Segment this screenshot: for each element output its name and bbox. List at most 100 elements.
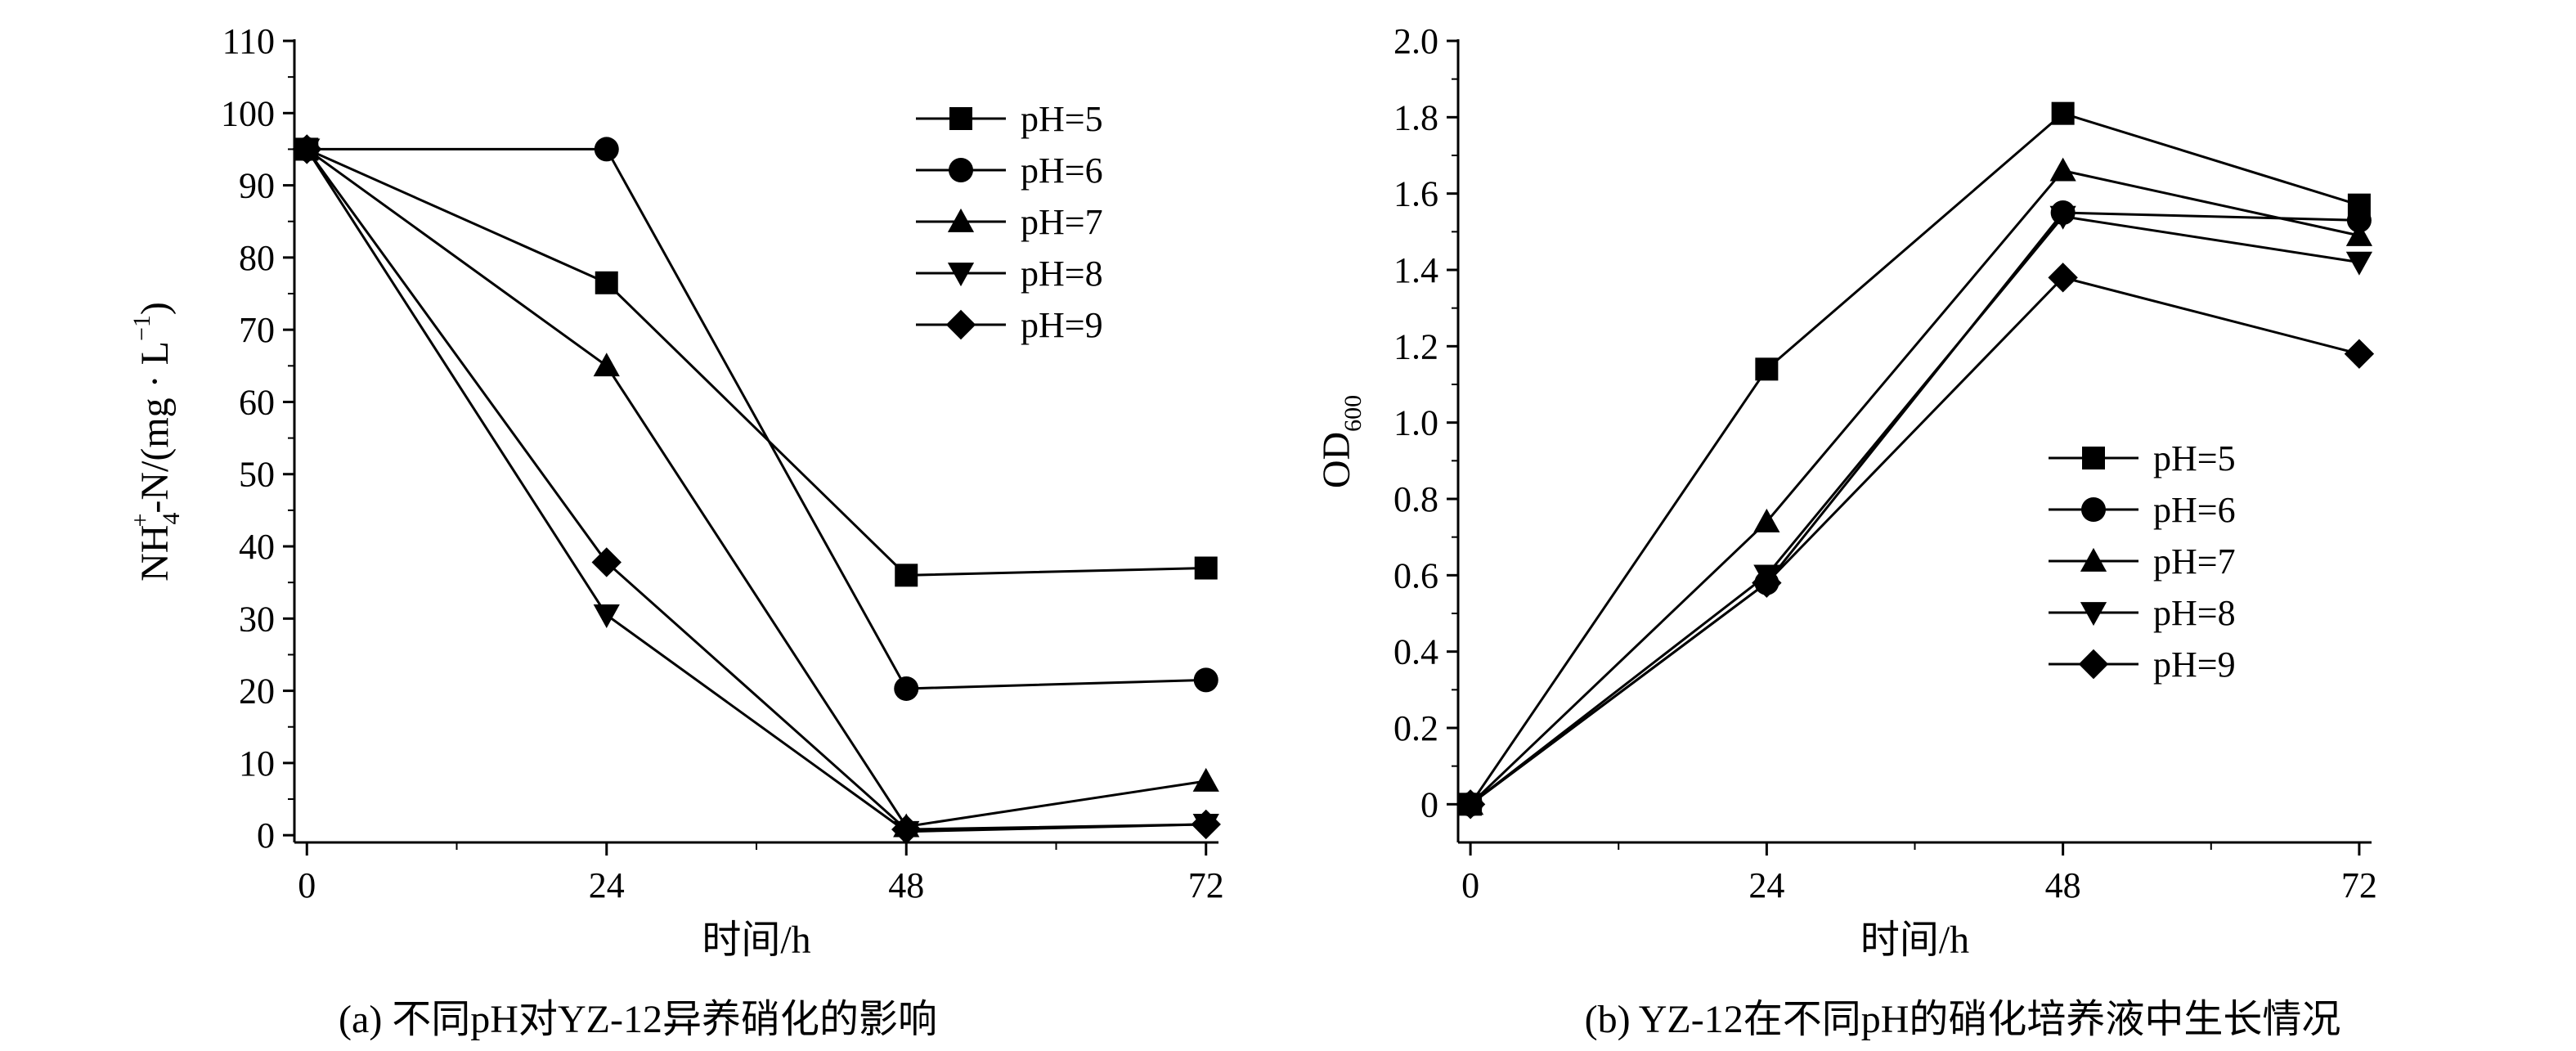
legend-marker xyxy=(945,309,976,340)
legend-item: pH=8 xyxy=(916,254,1103,294)
x-axis-title: 时间/h xyxy=(702,919,810,962)
data-point xyxy=(2345,251,2373,276)
y-axis-title-part: 4 xyxy=(158,513,185,525)
series-line xyxy=(306,148,1206,833)
legend-label: pH=9 xyxy=(1021,305,1103,345)
y-axis-title: OD600 xyxy=(1315,395,1367,488)
x-tick-label: 72 xyxy=(1188,865,1224,905)
data-point xyxy=(895,564,918,587)
data-point xyxy=(593,604,620,628)
series-line xyxy=(306,148,1206,577)
legend-label: pH=7 xyxy=(2153,541,2236,582)
legend: pH=5 pH=6 pH=7 pH=8 pH=9 xyxy=(2049,438,2236,685)
data-point xyxy=(595,271,618,294)
y-tick-label: 30 xyxy=(239,599,275,639)
y-tick-label: 1.6 xyxy=(1393,174,1438,214)
y-tick-label: 90 xyxy=(239,166,275,206)
y-tick-label: 50 xyxy=(239,455,275,495)
y-tick-label: 1.2 xyxy=(1393,326,1438,366)
legend-marker xyxy=(2078,649,2109,680)
legend-item: pH=8 xyxy=(2049,593,2236,633)
series-line xyxy=(1470,215,2360,806)
legend-marker xyxy=(949,107,972,130)
y-tick-label: 2.0 xyxy=(1393,21,1438,61)
y-tick-label: 0 xyxy=(1420,784,1438,824)
data-point xyxy=(1753,508,1780,532)
y-tick-label: 0.4 xyxy=(1393,632,1438,672)
figure-caption: (a) 不同pH对YZ-12异养硝化的影响 xyxy=(339,998,937,1041)
x-tick-label: 24 xyxy=(589,865,625,905)
data-point xyxy=(292,134,322,164)
data-point xyxy=(891,814,922,845)
series-line xyxy=(1469,111,2360,806)
figure-caption: (b) YZ-12在不同pH的硝化培养液中生长情况 xyxy=(1585,998,2341,1041)
x-axis-title: 时间/h xyxy=(1860,919,1969,962)
legend-item: pH=7 xyxy=(916,202,1103,242)
y-tick-label: 60 xyxy=(239,382,275,422)
y-axis-title: NH4 +-N/(mg · L−1) xyxy=(127,302,185,582)
x-tick-label: 0 xyxy=(298,865,316,905)
data-point xyxy=(1192,767,1219,792)
data-point xyxy=(591,547,622,577)
data-point xyxy=(2345,222,2373,246)
legend-label: pH=8 xyxy=(2153,593,2236,633)
legend-label: pH=9 xyxy=(2153,645,2236,685)
data-point xyxy=(1191,809,1221,840)
chart-panel-b: 0 0.2 0.4 0.6 0.8 1.0 1.2 1.4 1.6 1.8 2.0 0 24 48 72 时间… xyxy=(1315,21,2377,1041)
data-point xyxy=(2344,339,2375,369)
y-tick-label: 0 xyxy=(257,815,275,856)
legend-label: pH=8 xyxy=(1021,254,1103,294)
y-axis-title-part: -N/(mg · L xyxy=(133,341,177,514)
data-point xyxy=(593,353,620,377)
series-line xyxy=(306,148,1206,831)
legend-marker xyxy=(2082,447,2105,469)
y-tick-label: 40 xyxy=(239,527,275,567)
data-point xyxy=(2048,263,2078,293)
series-line xyxy=(306,148,1206,829)
legend-marker xyxy=(2080,547,2107,572)
x-tick-label: 72 xyxy=(2341,865,2377,905)
legend-item: pH=5 xyxy=(2049,438,2236,478)
legend-label: pH=6 xyxy=(1021,150,1103,191)
data-point xyxy=(1194,556,1218,580)
y-tick-label: 1.8 xyxy=(1393,97,1438,137)
y-tick-label: 1.0 xyxy=(1393,403,1438,443)
x-tick-label: 48 xyxy=(888,865,924,905)
y-axis-title-part: + xyxy=(127,514,154,528)
y-tick-label: 100 xyxy=(221,93,275,133)
series-pH=7 xyxy=(1456,157,2373,815)
legend-item: pH=6 xyxy=(2049,490,2236,530)
legend-label: pH=5 xyxy=(2153,438,2236,478)
series-pH=9 xyxy=(292,134,1221,845)
series-pH=9 xyxy=(1455,263,2375,820)
legend: pH=5 pH=6 pH=7 pH=8 pH=9 xyxy=(916,99,1103,345)
y-tick-label: 0.2 xyxy=(1393,708,1438,748)
data-point xyxy=(1755,357,1779,381)
y-tick-label: 10 xyxy=(239,743,275,784)
y-axis-title-part: −1 xyxy=(128,315,155,341)
y-axis-title-part: ) xyxy=(133,302,177,315)
legend-label: pH=7 xyxy=(1021,202,1103,242)
legend-item: pH=7 xyxy=(2049,541,2236,582)
legend-marker xyxy=(947,208,975,232)
data-point xyxy=(2346,208,2372,233)
x-tick-label: 48 xyxy=(2045,865,2081,905)
y-axis-title-part: NH xyxy=(133,525,177,582)
legend-label: pH=6 xyxy=(2153,490,2236,530)
data-point xyxy=(2049,205,2076,230)
chart-panel-a: 0 10 20 30 40 50 60 70 80 90 100 110 0 24 48 72 时间/h NH4 +… xyxy=(127,21,1224,1041)
y-tick-label: 0.8 xyxy=(1393,479,1438,519)
legend-item: pH=6 xyxy=(916,150,1103,191)
y-tick-label: 0.6 xyxy=(1393,555,1438,595)
legend-marker xyxy=(2081,497,2106,522)
legend-marker xyxy=(949,158,973,182)
data-point xyxy=(894,676,919,701)
legend-item: pH=9 xyxy=(2049,645,2236,685)
series-line xyxy=(1470,276,2360,806)
legend-marker xyxy=(2080,602,2107,627)
series-line xyxy=(1470,169,2360,806)
data-point xyxy=(1193,667,1218,693)
data-point xyxy=(2049,157,2076,182)
legend-label: pH=5 xyxy=(1021,99,1103,139)
